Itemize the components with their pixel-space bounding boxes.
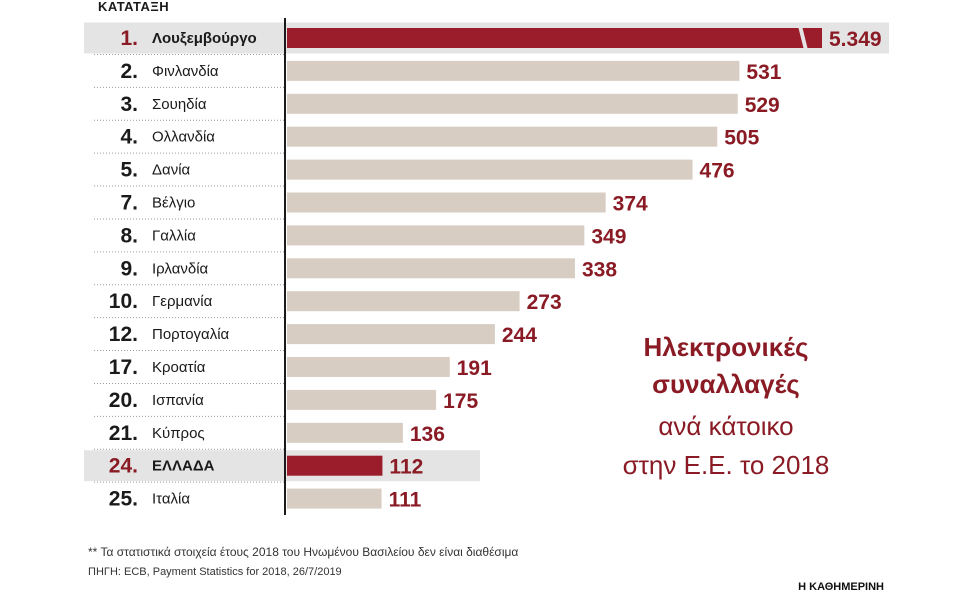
value-label: 529 xyxy=(745,94,780,117)
table-row: 10. Γερμανία 273 xyxy=(109,290,562,314)
bar xyxy=(287,60,740,81)
value-label: 374 xyxy=(613,193,648,216)
value-label: 531 xyxy=(746,61,781,84)
country-label: ΕΛΛΑΔΑ xyxy=(152,458,215,475)
country-label: Βέλγιο xyxy=(152,195,195,212)
rank-label: 9. xyxy=(120,257,138,280)
rank-label: 7. xyxy=(120,192,138,215)
value-label: 338 xyxy=(582,258,617,281)
country-label: Ισπανία xyxy=(152,392,204,409)
rank-column-header: ΚΑΤΑΤΑΞΗ xyxy=(98,0,169,14)
rank-label: 12. xyxy=(109,323,138,346)
table-row: 25. Ιταλία 111 xyxy=(109,488,422,512)
table-row: 9. Ιρλανδία 338 xyxy=(120,257,617,281)
table-row: 5. Δανία 476 xyxy=(120,159,734,183)
table-row: 7. Βέλγιο 374 xyxy=(120,192,648,216)
value-label: 273 xyxy=(527,291,562,314)
bar xyxy=(287,324,495,345)
country-label: Κροατία xyxy=(152,359,206,376)
country-label: Ολλανδία xyxy=(152,129,215,146)
country-label: Φινλανδία xyxy=(152,63,219,80)
table-row: 4. Ολλανδία 505 xyxy=(120,126,759,150)
bar xyxy=(287,159,693,180)
row-highlight-bg xyxy=(84,450,480,482)
rank-label: 20. xyxy=(109,389,138,412)
bar xyxy=(287,455,383,476)
bar xyxy=(287,258,575,279)
bar xyxy=(287,93,738,114)
table-row: 12. Πορτογαλία 244 xyxy=(109,323,537,347)
title-line-3: ανά κάτοικο xyxy=(658,411,793,441)
table-row: 21. Κύπρος 136 xyxy=(109,422,445,446)
country-label: Κύπρος xyxy=(152,425,205,442)
rank-label: 17. xyxy=(109,356,138,379)
title-line-4: στην Ε.Ε. το 2018 xyxy=(623,450,830,480)
value-label: 349 xyxy=(591,225,626,248)
rank-label: 5. xyxy=(120,159,138,182)
bar xyxy=(287,192,606,213)
value-label: 112 xyxy=(389,456,423,479)
rank-label: 24. xyxy=(109,455,138,478)
country-label: Γερμανία xyxy=(152,293,213,310)
table-row: 1. Λουξεμβούργο 5.349 xyxy=(120,26,882,51)
bar xyxy=(287,357,450,377)
country-label: Πορτογαλία xyxy=(152,326,230,343)
bar xyxy=(287,126,718,147)
title-line-2: συναλλαγές xyxy=(652,369,800,399)
bar xyxy=(287,28,822,48)
table-row: 3. Σουηδία 529 xyxy=(120,93,779,117)
value-label: 111 xyxy=(389,489,422,512)
title-line-1: Ηλεκτρονικές xyxy=(643,332,808,362)
country-label: Ιρλανδία xyxy=(152,260,209,277)
rank-label: 2. xyxy=(120,60,138,83)
rank-label: 25. xyxy=(109,488,138,511)
chart-title: Ηλεκτρονικές συναλλαγές ανά κάτοικο στην… xyxy=(623,332,830,480)
table-row: 17. Κροατία 191 xyxy=(109,356,492,380)
rank-label: 8. xyxy=(120,224,138,247)
country-label: Γαλλία xyxy=(152,227,196,244)
country-label: Σουηδία xyxy=(152,96,207,113)
table-row: 2. Φινλανδία 531 xyxy=(120,60,781,84)
rank-label: 4. xyxy=(120,126,138,149)
value-label: 136 xyxy=(410,423,445,446)
axis-break-mark xyxy=(798,26,808,50)
rank-label: 3. xyxy=(120,93,138,116)
bar xyxy=(287,225,585,246)
bar xyxy=(287,389,437,410)
rank-label: 1. xyxy=(120,27,138,50)
value-label: 505 xyxy=(724,127,759,150)
country-label: Δανία xyxy=(152,162,191,179)
footnote: ** Τα στατιστικά στοιχεία έτους 2018 του… xyxy=(88,545,518,559)
value-label: 191 xyxy=(457,357,492,380)
value-label: 244 xyxy=(502,324,537,347)
bar xyxy=(287,422,403,443)
value-label: 5.349 xyxy=(829,28,882,51)
bar xyxy=(287,488,382,509)
rank-label: 10. xyxy=(109,290,138,313)
table-row: 24. ΕΛΛΑΔΑ 112 xyxy=(109,455,424,479)
bar xyxy=(287,291,520,312)
country-label: Λουξεμβούργο xyxy=(152,30,257,47)
table-row: 8. Γαλλία 349 xyxy=(120,224,626,248)
source-note: ΠΗΓΗ: ECB, Payment Statistics for 2018, … xyxy=(88,566,342,578)
value-label: 175 xyxy=(443,390,478,413)
value-label: 476 xyxy=(700,160,735,183)
publisher-brand: Η ΚΑΘΗΜΕΡΙΝΗ xyxy=(798,581,884,593)
rank-label: 21. xyxy=(109,422,138,445)
table-row: 20. Ισπανία 175 xyxy=(109,389,479,413)
country-label: Ιταλία xyxy=(152,491,190,508)
